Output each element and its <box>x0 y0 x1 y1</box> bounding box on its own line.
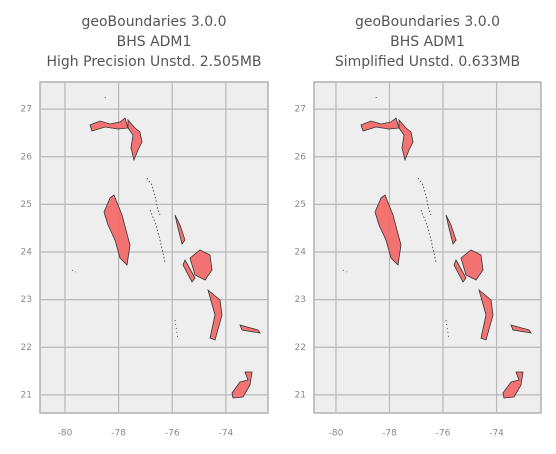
y-tick-label: 26 <box>295 152 307 162</box>
x-tick-label: -78 <box>111 429 126 439</box>
y-tick-label: 24 <box>21 248 33 258</box>
y-tick-label: 21 <box>295 390 306 400</box>
x-tick-label: -74 <box>219 429 234 439</box>
x-tick-label: -76 <box>165 429 180 439</box>
y-tick-label: 27 <box>295 105 306 115</box>
x-tick-label: -76 <box>436 429 451 439</box>
y-tick-label: 21 <box>21 390 32 400</box>
chart-title: BHS ADM1 <box>390 34 465 50</box>
y-tick-label: 23 <box>21 295 32 305</box>
y-tick-label: 26 <box>21 152 33 162</box>
plot-area <box>39 81 269 414</box>
y-tick-label: 24 <box>295 248 307 258</box>
chart-title: High Precision Unstd. 2.505MB <box>47 54 262 70</box>
x-tick-label: -74 <box>489 429 504 439</box>
y-tick-label: 25 <box>21 200 32 210</box>
y-tick-label: 23 <box>295 295 306 305</box>
chart-title: BHS ADM1 <box>117 34 192 50</box>
chart-title: geoBoundaries 3.0.0 <box>81 14 226 30</box>
y-tick-label: 22 <box>21 343 32 353</box>
x-tick-label: -78 <box>382 429 397 439</box>
plot-area <box>313 81 542 414</box>
chart-title: geoBoundaries 3.0.0 <box>355 14 500 30</box>
chart-title: Simplified Unstd. 0.633MB <box>335 54 520 70</box>
x-tick-label: -80 <box>329 429 344 439</box>
y-tick-label: 22 <box>295 343 306 353</box>
map-panel: -80 -78 -76 -74 21 22 23 24 25 26 27 geoBoundaries … <box>21 14 269 439</box>
map-panel: -80 -78 -76 -74 21 22 23 24 25 26 27 geoBoundaries … <box>295 14 542 439</box>
x-tick-label: -80 <box>58 429 73 439</box>
y-tick-label: 27 <box>21 105 32 115</box>
y-tick-label: 25 <box>295 200 306 210</box>
